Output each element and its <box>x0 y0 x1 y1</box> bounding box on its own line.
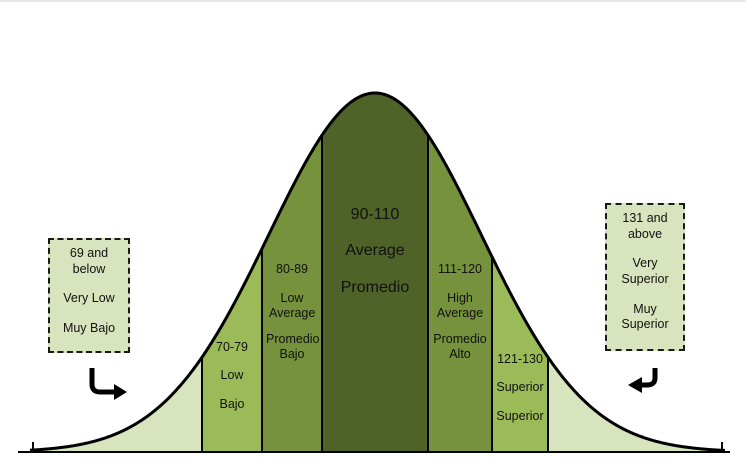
bell-curve-outline <box>29 91 726 452</box>
band-70-79-fill <box>202 248 262 452</box>
band-80-89-fill <box>262 135 322 452</box>
very-low-box: 69 and below Very Low Muy Bajo <box>48 238 130 353</box>
band-70-79-label: 70-79 Low Bajo <box>216 340 248 411</box>
band-90-110-fill <box>322 93 428 452</box>
band-111-120-fill <box>428 135 492 452</box>
band-121-130-fill <box>492 256 548 452</box>
tail-right-fill <box>548 357 725 452</box>
band-111-120-label: 111-120 High Average Promedio Alto <box>433 262 487 361</box>
band-90-110-label: 90-110 Average Promedio <box>340 206 410 296</box>
curved-arrow-down-left-icon <box>628 368 658 393</box>
tail-left-fill <box>30 357 202 452</box>
band-121-130-label: 121-130 Superior Superior <box>496 352 544 423</box>
band-80-89-label: 80-89 Low Average Promedio Bajo <box>266 262 320 361</box>
very-superior-box: 131 and above Very Superior Muy Superior <box>605 203 685 351</box>
curved-arrow-down-right-icon <box>89 368 127 400</box>
